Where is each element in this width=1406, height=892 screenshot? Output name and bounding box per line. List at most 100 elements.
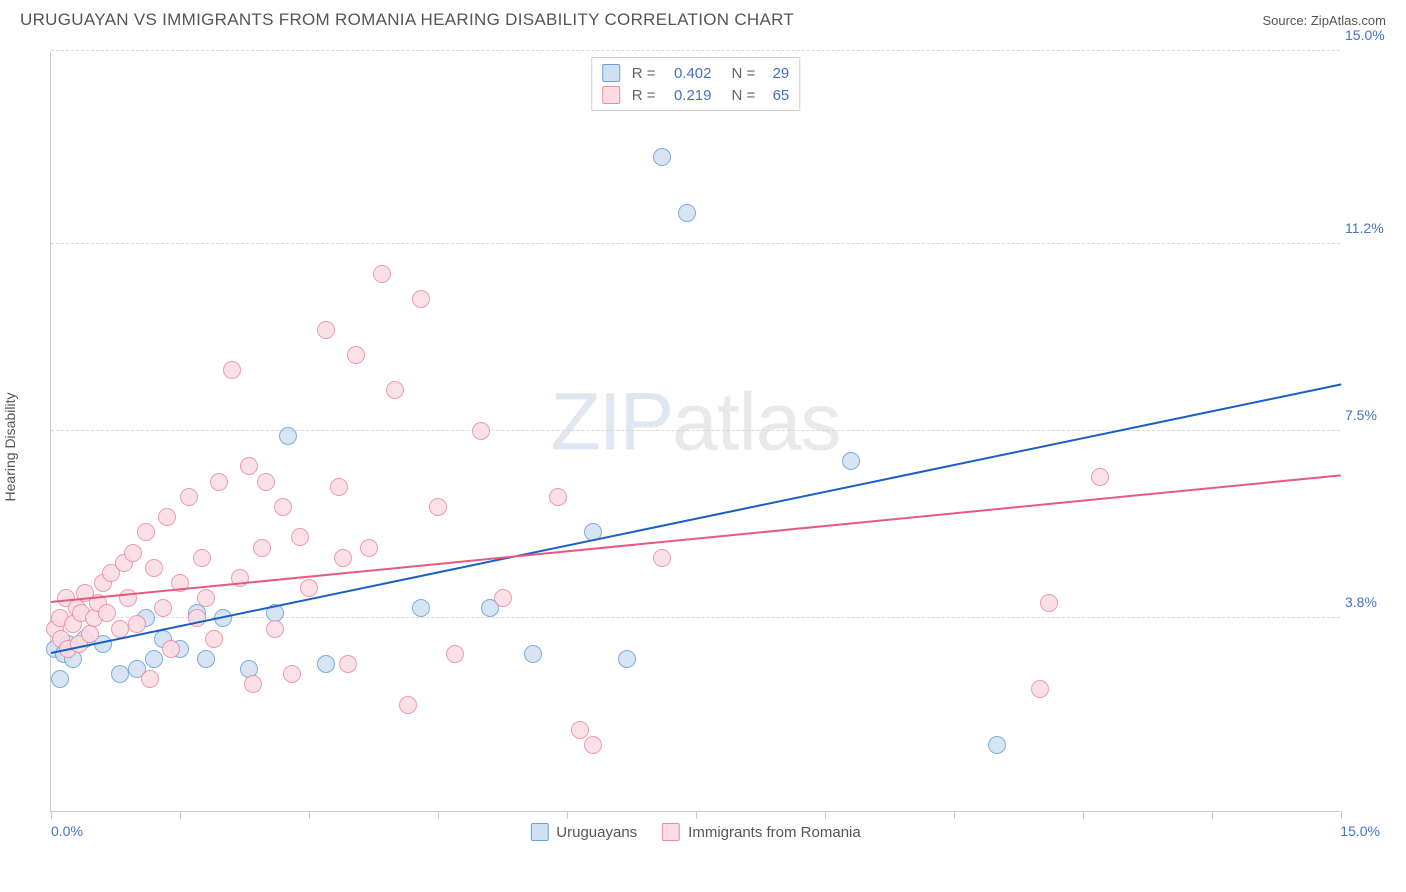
- legend-swatch: [602, 64, 620, 82]
- y-tick-label: 7.5%: [1345, 407, 1400, 423]
- scatter-point: [51, 670, 69, 688]
- scatter-point: [283, 665, 301, 683]
- series-legend-label: Immigrants from Romania: [688, 824, 861, 841]
- scatter-point: [81, 625, 99, 643]
- gridline-h: [51, 50, 1340, 51]
- y-axis-label: Hearing Disability: [2, 393, 18, 502]
- scatter-point: [334, 549, 352, 567]
- trend-line: [51, 475, 1341, 604]
- scatter-point: [253, 539, 271, 557]
- scatter-point: [988, 736, 1006, 754]
- x-tick: [954, 811, 955, 819]
- scatter-point: [291, 528, 309, 546]
- correlation-legend: R = 0.402 N = 29 R = 0.219 N = 65: [591, 57, 801, 111]
- series-legend-label: Uruguayans: [556, 824, 637, 841]
- scatter-point: [279, 427, 297, 445]
- scatter-point: [653, 148, 671, 166]
- scatter-point: [571, 721, 589, 739]
- scatter-point: [158, 508, 176, 526]
- scatter-point: [154, 599, 172, 617]
- y-tick-label: 11.2%: [1345, 220, 1400, 236]
- watermark-atlas: atlas: [672, 376, 840, 467]
- watermark: ZIPatlas: [551, 375, 841, 469]
- gridline-h: [51, 243, 1340, 244]
- scatter-point: [494, 589, 512, 607]
- scatter-point: [98, 604, 116, 622]
- scatter-point: [842, 452, 860, 470]
- scatter-point: [472, 422, 490, 440]
- legend-n-value: 65: [761, 87, 789, 104]
- y-tick-label: 3.8%: [1345, 594, 1400, 610]
- scatter-point: [339, 655, 357, 673]
- scatter-point: [240, 457, 258, 475]
- scatter-point: [373, 265, 391, 283]
- scatter-point: [141, 670, 159, 688]
- scatter-point: [360, 539, 378, 557]
- scatter-point: [412, 599, 430, 617]
- scatter-point: [210, 473, 228, 491]
- scatter-point: [653, 549, 671, 567]
- scatter-point: [317, 655, 335, 673]
- scatter-point: [257, 473, 275, 491]
- source-credit: Source: ZipAtlas.com: [1262, 13, 1386, 28]
- chart-container: URUGUAYAN VS IMMIGRANTS FROM ROMANIA HEA…: [0, 0, 1406, 892]
- legend-r-value: 0.219: [662, 87, 712, 104]
- scatter-point: [111, 620, 129, 638]
- scatter-point: [223, 361, 241, 379]
- watermark-zip: ZIP: [551, 376, 673, 467]
- correlation-legend-row: R = 0.402 N = 29: [602, 62, 790, 84]
- x-tick: [438, 811, 439, 819]
- scatter-point: [244, 675, 262, 693]
- legend-n-value: 29: [761, 65, 789, 82]
- scatter-point: [266, 620, 284, 638]
- x-tick: [180, 811, 181, 819]
- series-legend-item: Uruguayans: [530, 823, 637, 841]
- scatter-point: [137, 523, 155, 541]
- legend-r-label: R =: [632, 65, 656, 82]
- scatter-point: [584, 736, 602, 754]
- legend-n-label: N =: [732, 87, 756, 104]
- legend-swatch: [530, 823, 548, 841]
- scatter-point: [1031, 680, 1049, 698]
- scatter-point: [145, 650, 163, 668]
- y-tick-label: 15.0%: [1345, 27, 1400, 43]
- x-tick: [1341, 811, 1342, 819]
- scatter-point: [193, 549, 211, 567]
- scatter-point: [1091, 468, 1109, 486]
- scatter-point: [399, 696, 417, 714]
- scatter-point: [412, 290, 430, 308]
- scatter-point: [197, 650, 215, 668]
- trend-line: [51, 383, 1341, 653]
- scatter-point: [386, 381, 404, 399]
- scatter-point: [429, 498, 447, 516]
- scatter-point: [446, 645, 464, 663]
- scatter-point: [300, 579, 318, 597]
- scatter-point: [618, 650, 636, 668]
- x-tick: [567, 811, 568, 819]
- scatter-point: [162, 640, 180, 658]
- x-tick: [51, 811, 52, 819]
- scatter-point: [330, 478, 348, 496]
- legend-swatch: [662, 823, 680, 841]
- scatter-point: [111, 665, 129, 683]
- scatter-point: [347, 346, 365, 364]
- legend-r-value: 0.402: [662, 65, 712, 82]
- scatter-point: [524, 645, 542, 663]
- series-legend-item: Immigrants from Romania: [662, 823, 861, 841]
- scatter-point: [317, 321, 335, 339]
- plot-wrap: Hearing Disability ZIPatlas R =0.402N =2…: [50, 52, 1370, 842]
- scatter-point: [1040, 594, 1058, 612]
- scatter-point: [678, 204, 696, 222]
- scatter-point: [205, 630, 223, 648]
- title-bar: URUGUAYAN VS IMMIGRANTS FROM ROMANIA HEA…: [0, 0, 1406, 38]
- legend-r-label: R =: [632, 87, 656, 104]
- source-link[interactable]: ZipAtlas.com: [1311, 13, 1386, 28]
- x-tick: [1212, 811, 1213, 819]
- gridline-h: [51, 617, 1340, 618]
- legend-n-label: N =: [732, 65, 756, 82]
- scatter-point: [180, 488, 198, 506]
- x-tick: [825, 811, 826, 819]
- chart-title: URUGUAYAN VS IMMIGRANTS FROM ROMANIA HEA…: [20, 10, 794, 30]
- plot-area: ZIPatlas R =0.402N =29R =0.219N =65 0.0%…: [50, 52, 1340, 812]
- scatter-point: [124, 544, 142, 562]
